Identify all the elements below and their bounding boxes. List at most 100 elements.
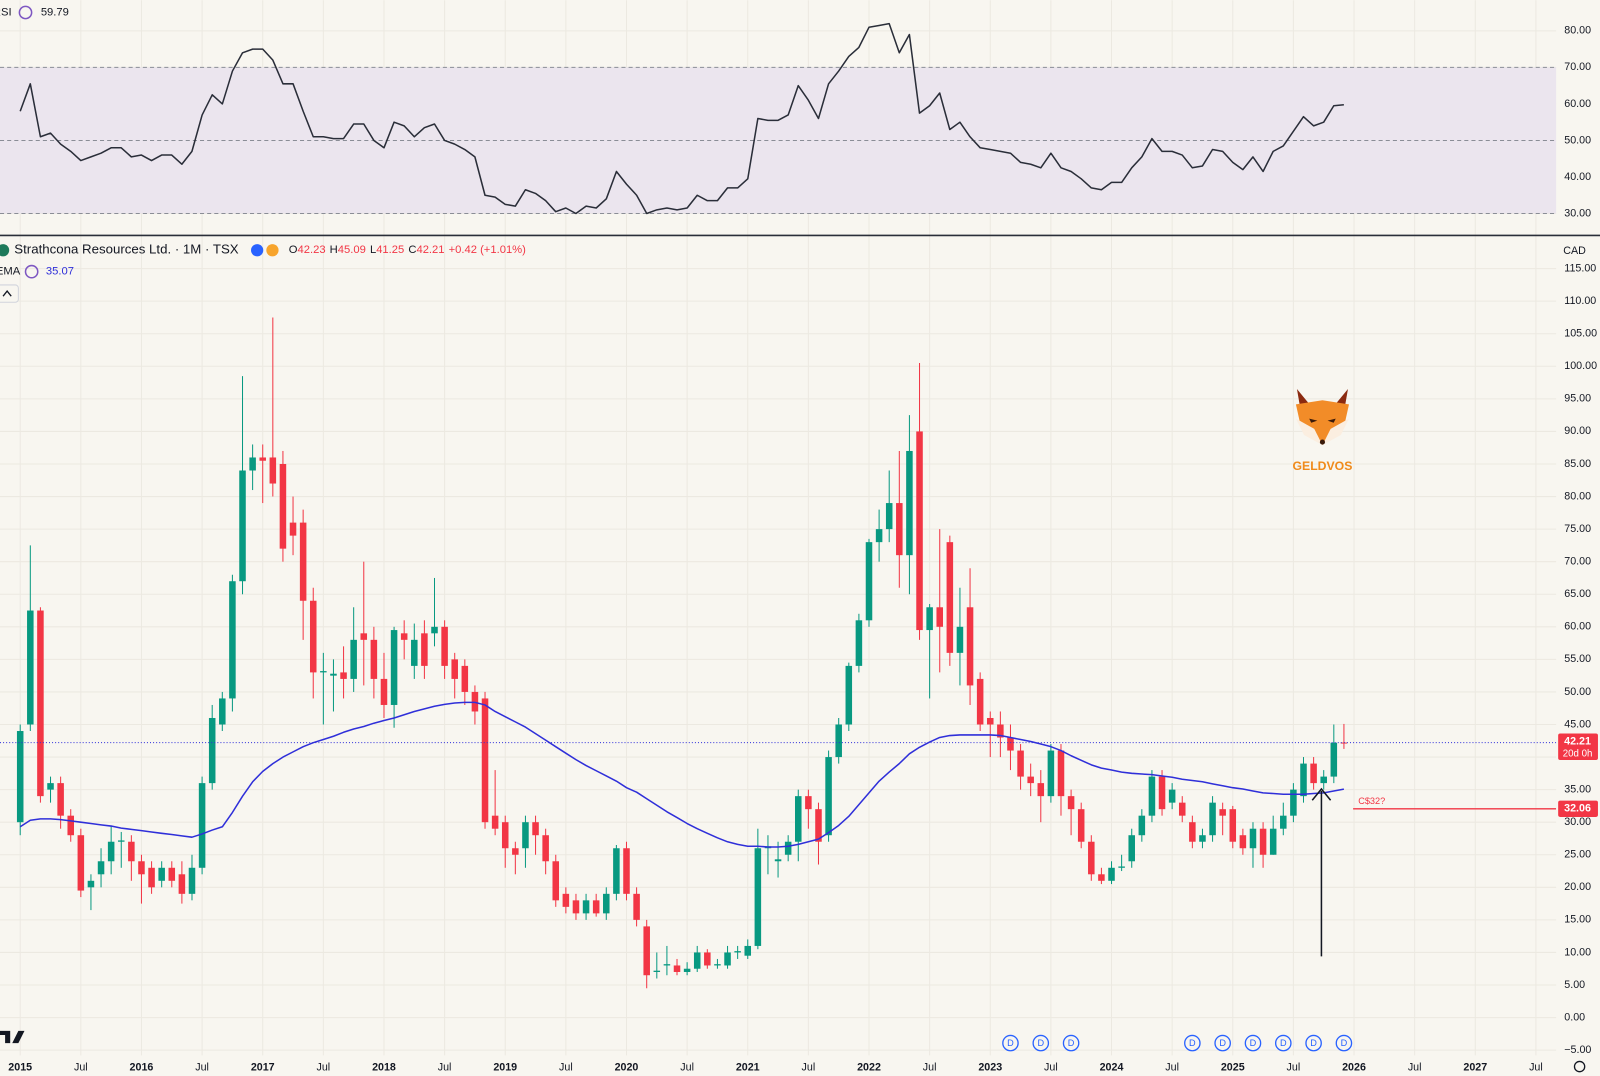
candle-body bbox=[1209, 802, 1216, 836]
x-tick-label: 2026 bbox=[1342, 1061, 1366, 1073]
y-tick-label: 5.00 bbox=[1564, 979, 1585, 991]
x-tick-label: Jul bbox=[1529, 1061, 1543, 1073]
candle-body bbox=[1138, 815, 1146, 836]
indicator-icon[interactable] bbox=[18, 5, 33, 20]
close-value: 42.21 bbox=[416, 244, 444, 256]
candle-body bbox=[1219, 809, 1226, 816]
candle-body bbox=[158, 867, 165, 881]
candle-body bbox=[239, 470, 246, 582]
candle-body bbox=[643, 926, 650, 976]
candle-body bbox=[704, 952, 711, 966]
candle-body bbox=[744, 945, 752, 956]
x-tick-label: 2015 bbox=[8, 1061, 32, 1073]
candle-body bbox=[320, 671, 327, 673]
candle-body bbox=[976, 678, 984, 725]
candle-body bbox=[1037, 783, 1045, 797]
x-tick-label: 2025 bbox=[1221, 1061, 1245, 1073]
candle-body bbox=[1027, 776, 1034, 784]
candle-body bbox=[562, 893, 570, 907]
candle-body bbox=[633, 893, 640, 920]
y-tick-label: 105.00 bbox=[1564, 328, 1597, 340]
x-tick-label: 2018 bbox=[372, 1061, 396, 1073]
candle-body bbox=[693, 952, 701, 969]
candle-body bbox=[512, 848, 519, 855]
candle-body bbox=[936, 607, 944, 627]
x-tick-label: Jul bbox=[923, 1061, 937, 1073]
candle-body bbox=[208, 717, 216, 784]
candle-body bbox=[421, 633, 428, 666]
y-tick-label: 55.00 bbox=[1564, 653, 1591, 665]
candle-body bbox=[1330, 742, 1338, 777]
candle-body bbox=[269, 457, 277, 484]
candle-body bbox=[188, 867, 196, 894]
y-tick-label: −5.00 bbox=[1564, 1044, 1591, 1056]
candle-body bbox=[1047, 750, 1055, 797]
rsi-tick-label: 40.00 bbox=[1564, 171, 1591, 183]
candle-body bbox=[1168, 789, 1176, 803]
dividend-marker[interactable] bbox=[1274, 1034, 1292, 1052]
candle-body bbox=[451, 659, 458, 679]
last-price-label: 42.21 bbox=[1564, 735, 1591, 747]
x-tick-label: Jul bbox=[1408, 1061, 1422, 1073]
candle-body bbox=[1189, 822, 1196, 842]
data-icon[interactable] bbox=[266, 244, 279, 257]
candle-body bbox=[370, 639, 378, 679]
session-icon[interactable] bbox=[251, 244, 264, 257]
symbol-logo bbox=[0, 244, 10, 257]
last-price-box bbox=[1558, 733, 1598, 761]
candle-body bbox=[279, 463, 287, 549]
candle-body bbox=[249, 457, 256, 471]
y-tick-label: 60.00 bbox=[1564, 621, 1591, 633]
dividend-marker[interactable] bbox=[1305, 1034, 1322, 1052]
dividend-marker[interactable] bbox=[1244, 1034, 1262, 1052]
symbol-title[interactable]: Strathcona Resources Ltd. · 1M · TSX bbox=[14, 242, 239, 257]
candle-body bbox=[946, 542, 954, 653]
candle-body bbox=[229, 581, 236, 699]
candle-body bbox=[16, 731, 24, 823]
rsi-pane bbox=[0, 22, 1557, 215]
open-prefix: O bbox=[289, 244, 298, 256]
rsi-value: 59.79 bbox=[41, 6, 69, 18]
dividend-marker[interactable] bbox=[1002, 1034, 1019, 1052]
price-level-value: 32.06 bbox=[1564, 803, 1591, 815]
candle-body bbox=[168, 867, 176, 881]
platform-logo[interactable] bbox=[0, 1030, 25, 1044]
x-tick-label: Jul bbox=[559, 1061, 573, 1073]
candle-body bbox=[522, 822, 529, 849]
x-tick-label: Jul bbox=[1165, 1061, 1179, 1073]
currency-label[interactable]: CAD bbox=[1563, 245, 1586, 257]
watermark-logo bbox=[1295, 389, 1349, 446]
dividend-marker[interactable] bbox=[1214, 1034, 1231, 1052]
y-tick-label: 100.00 bbox=[1564, 360, 1597, 372]
candle-body bbox=[1067, 796, 1075, 810]
dividend-label: D bbox=[1341, 1038, 1348, 1048]
settings-button[interactable] bbox=[1573, 1060, 1586, 1073]
dividend-marker[interactable] bbox=[1184, 1034, 1201, 1052]
y-tick-label: 115.00 bbox=[1564, 262, 1596, 274]
y-tick-label: 65.00 bbox=[1564, 588, 1591, 600]
dividend-marker[interactable] bbox=[1335, 1034, 1353, 1052]
change-value: +0.42 bbox=[449, 244, 477, 256]
candle-body bbox=[299, 522, 307, 601]
candle-body bbox=[1249, 828, 1257, 849]
x-tick-label: 2019 bbox=[493, 1061, 517, 1073]
candle-body bbox=[865, 542, 873, 621]
x-tick-label: Jul bbox=[195, 1061, 209, 1073]
rsi-tick-label: 70.00 bbox=[1564, 61, 1591, 73]
candle-body bbox=[613, 848, 620, 894]
axes: 115.00 110.00 105.00 100.00 95.00 90.00 85.00 8… bbox=[8, 25, 1598, 1073]
candle-body bbox=[532, 822, 539, 836]
candle-body bbox=[1108, 867, 1115, 881]
ohlc-legend: O42.23 H45.09 L41.25 C42.21 +0.42 (+1.01%) bbox=[289, 244, 526, 256]
x-tick-label: 2016 bbox=[130, 1061, 154, 1073]
dividend-marker[interactable] bbox=[1032, 1034, 1050, 1052]
candle-body bbox=[572, 900, 580, 914]
candle-body bbox=[683, 968, 691, 972]
candle-body bbox=[592, 900, 600, 914]
y-tick-label: 20.00 bbox=[1564, 881, 1591, 893]
dividend-marker[interactable] bbox=[1062, 1034, 1080, 1052]
x-tick-label: Jul bbox=[438, 1061, 452, 1073]
candle-body bbox=[309, 600, 317, 673]
indicator-icon[interactable] bbox=[24, 264, 39, 279]
